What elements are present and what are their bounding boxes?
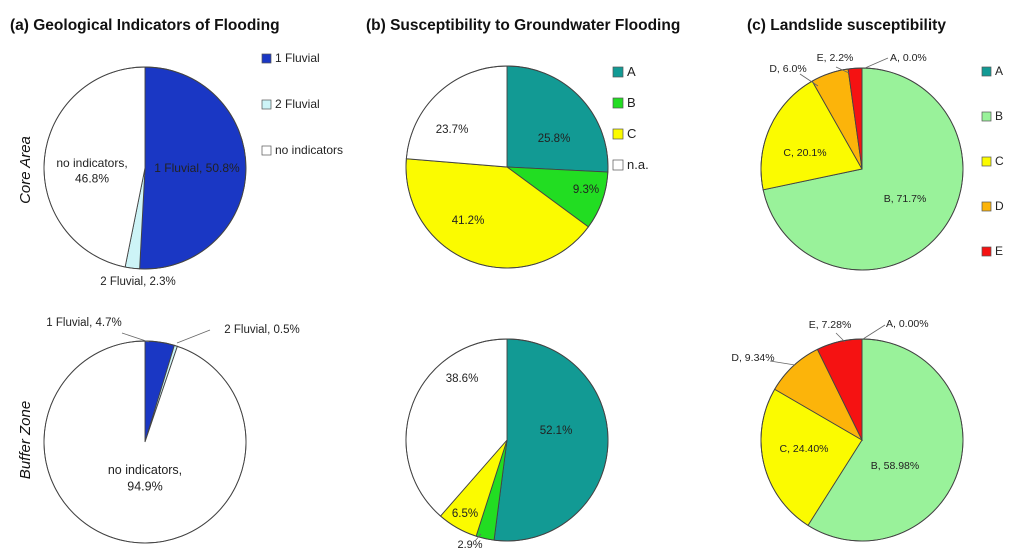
legend-label-a-no-indicators: no indicators bbox=[275, 143, 343, 157]
data-label-a-core-no-indicators: no indicators, 46.8% bbox=[56, 156, 127, 186]
data-label-c-core-b: B, 71.7% bbox=[884, 193, 927, 205]
leader-line-a-buffer-1 bbox=[176, 329, 211, 344]
legend-swatch-a-2-fluvial bbox=[261, 99, 272, 110]
row-label-core-area: Core Area bbox=[17, 136, 34, 204]
data-label-c-core-d: D, 6.0% bbox=[769, 63, 806, 75]
legend-swatch-c-d bbox=[981, 201, 992, 212]
legend-label-b-c: C bbox=[627, 126, 636, 141]
data-label-c-buffer-e: E, 7.28% bbox=[809, 319, 852, 331]
pie-outline-c-core bbox=[760, 67, 964, 271]
legend-label-c-d: D bbox=[995, 199, 1004, 213]
data-label-b-core-b: 9.3% bbox=[573, 184, 599, 196]
row-label-buffer-zone: Buffer Zone bbox=[17, 401, 34, 479]
leader-line-c-buffer-4 bbox=[835, 332, 846, 343]
pie-outline-c-buffer bbox=[760, 338, 964, 542]
pies-layer: 1 Fluvial, 50.8% 2 Fluvial, 2.3% no indica… bbox=[43, 52, 964, 551]
data-label-c-core-e: E, 2.2% bbox=[817, 52, 854, 64]
legend-swatch-a-1-fluvial bbox=[261, 53, 272, 64]
legend-swatch-b-a bbox=[612, 66, 624, 78]
data-label-a-buffer-no-indicators: no indicators, 94.9% bbox=[108, 463, 182, 493]
legend-label-a-1-fluvial: 1 Fluvial bbox=[275, 51, 320, 65]
leader-line-c-core-0 bbox=[864, 57, 889, 69]
legend-label-c-c: C bbox=[995, 154, 1004, 168]
data-label-b-buffer-n-a-: 38.6% bbox=[446, 373, 479, 385]
legend-swatch-b-c bbox=[612, 128, 624, 140]
legend-label-b-a: A bbox=[627, 64, 636, 79]
legend-swatch-b-n-a- bbox=[612, 159, 624, 171]
pie-slice-a-buffer-no-indicators bbox=[43, 340, 247, 544]
legend-label-c-a: A bbox=[995, 64, 1003, 78]
legend-label-a-2-fluvial: 2 Fluvial bbox=[275, 97, 320, 111]
legend-swatch-b-b bbox=[612, 97, 624, 109]
data-label-c-buffer-d: D, 9.34% bbox=[731, 352, 774, 364]
data-label-b-core-n-a-: 23.7% bbox=[436, 124, 469, 136]
data-label-c-buffer-b: B, 58.98% bbox=[871, 460, 919, 472]
panel-b-title: (b) Susceptibility to Groundwater Floodi… bbox=[366, 17, 680, 34]
leader-line-c-buffer-0 bbox=[862, 324, 886, 340]
legend-label-c-e: E bbox=[995, 244, 1003, 258]
data-label-b-core-c: 41.2% bbox=[452, 215, 485, 227]
legend-swatch-a-no-indicators bbox=[261, 145, 272, 156]
pie-outline-a-core bbox=[43, 66, 247, 270]
leader-line-a-buffer-0 bbox=[121, 332, 150, 343]
legend-label-b-n-a-: n.a. bbox=[627, 157, 649, 172]
data-label-c-buffer-a: A, 0.00% bbox=[886, 318, 929, 330]
data-label-b-buffer-b: 2.9% bbox=[457, 539, 482, 551]
data-label-a-core-1-fluvial: 1 Fluvial, 50.8% bbox=[154, 161, 240, 175]
pie-slice-b-core-n-a- bbox=[405, 65, 508, 168]
panel-a-title: (a) Geological Indicators of Flooding bbox=[10, 17, 280, 34]
leader-line-b-buffer-1 bbox=[474, 533, 482, 542]
legend-swatch-c-a bbox=[981, 66, 992, 77]
pie-outline-b-core bbox=[405, 65, 609, 269]
legend-swatch-c-b bbox=[981, 111, 992, 122]
legends-layer: 1 Fluvial 2 Fluvial no indicators A B Cn.a. A B… bbox=[261, 51, 1004, 258]
pie-slice-b-core-a bbox=[506, 65, 609, 173]
pie-slice-b-buffer-a bbox=[493, 338, 609, 542]
data-label-c-buffer-c: C, 24.40% bbox=[779, 443, 828, 455]
leader-line-c-core-3 bbox=[799, 73, 819, 87]
legend-swatch-c-c bbox=[981, 156, 992, 167]
data-label-b-core-a: 25.8% bbox=[538, 133, 571, 145]
data-label-b-buffer-c: 6.5% bbox=[452, 508, 478, 520]
data-label-c-core-a: A, 0.0% bbox=[890, 52, 927, 64]
pie-outline-b-buffer bbox=[405, 338, 609, 542]
legend-swatch-c-e bbox=[981, 246, 992, 257]
panel-c-title: (c) Landslide susceptibility bbox=[747, 17, 946, 34]
data-label-c-core-c: C, 20.1% bbox=[783, 147, 826, 159]
leader-line-c-buffer-3 bbox=[769, 360, 796, 366]
data-label-a-buffer-2-fluvial: 2 Fluvial, 0.5% bbox=[224, 324, 299, 336]
legend-label-b-b: B bbox=[627, 95, 636, 110]
data-label-b-buffer-a: 52.1% bbox=[540, 425, 573, 437]
leader-line-c-core-4 bbox=[835, 66, 850, 74]
data-label-a-buffer-1-fluvial: 1 Fluvial, 4.7% bbox=[46, 317, 121, 329]
data-label-a-core-2-fluvial: 2 Fluvial, 2.3% bbox=[100, 276, 175, 288]
legend-label-c-b: B bbox=[995, 109, 1003, 123]
